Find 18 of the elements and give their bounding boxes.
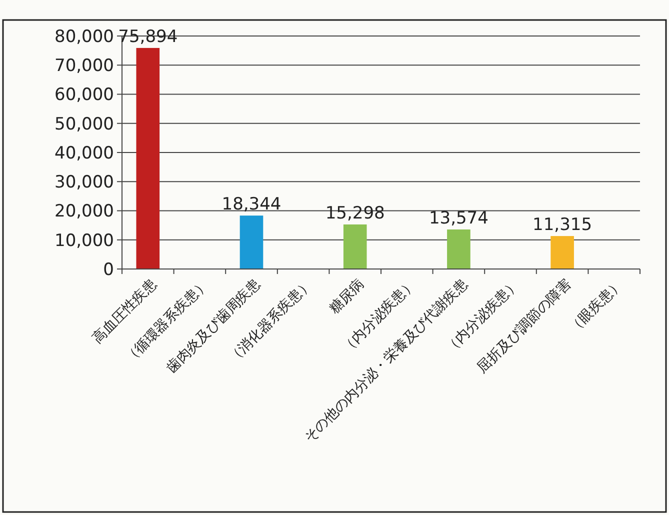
- y-tick-label: 0: [103, 260, 114, 280]
- y-tick-label: 50,000: [54, 114, 114, 134]
- bar: [550, 236, 574, 269]
- bar: [136, 48, 160, 269]
- bar: [240, 216, 264, 269]
- data-label: 18,344: [222, 194, 282, 215]
- y-tick-label: 40,000: [54, 143, 114, 164]
- data-label: 11,315: [532, 215, 592, 236]
- bar: [343, 224, 367, 269]
- y-tick-label: 60,000: [54, 85, 114, 106]
- y-tick-label: 70,000: [54, 56, 114, 76]
- y-tick-label: 10,000: [54, 230, 114, 251]
- y-tick-label: 30,000: [54, 172, 114, 193]
- y-tick-label: 80,000: [54, 26, 114, 47]
- bar: [447, 229, 470, 269]
- x-tick-label: 糖尿病: [326, 276, 368, 317]
- data-label: 13,574: [428, 208, 488, 228]
- y-tick-label: 20,000: [54, 202, 114, 222]
